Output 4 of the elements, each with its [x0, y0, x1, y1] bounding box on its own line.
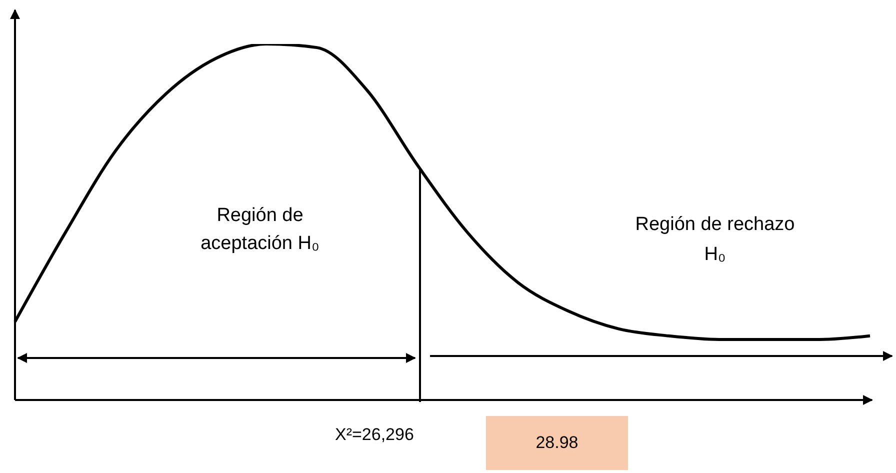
annotation: Región de aceptación H₀ — [200, 204, 320, 256]
annotation: Región de rechazo H₀ — [634, 213, 796, 267]
text: 28.98 — [486, 416, 628, 470]
text: X²=26,296 — [335, 425, 414, 445]
